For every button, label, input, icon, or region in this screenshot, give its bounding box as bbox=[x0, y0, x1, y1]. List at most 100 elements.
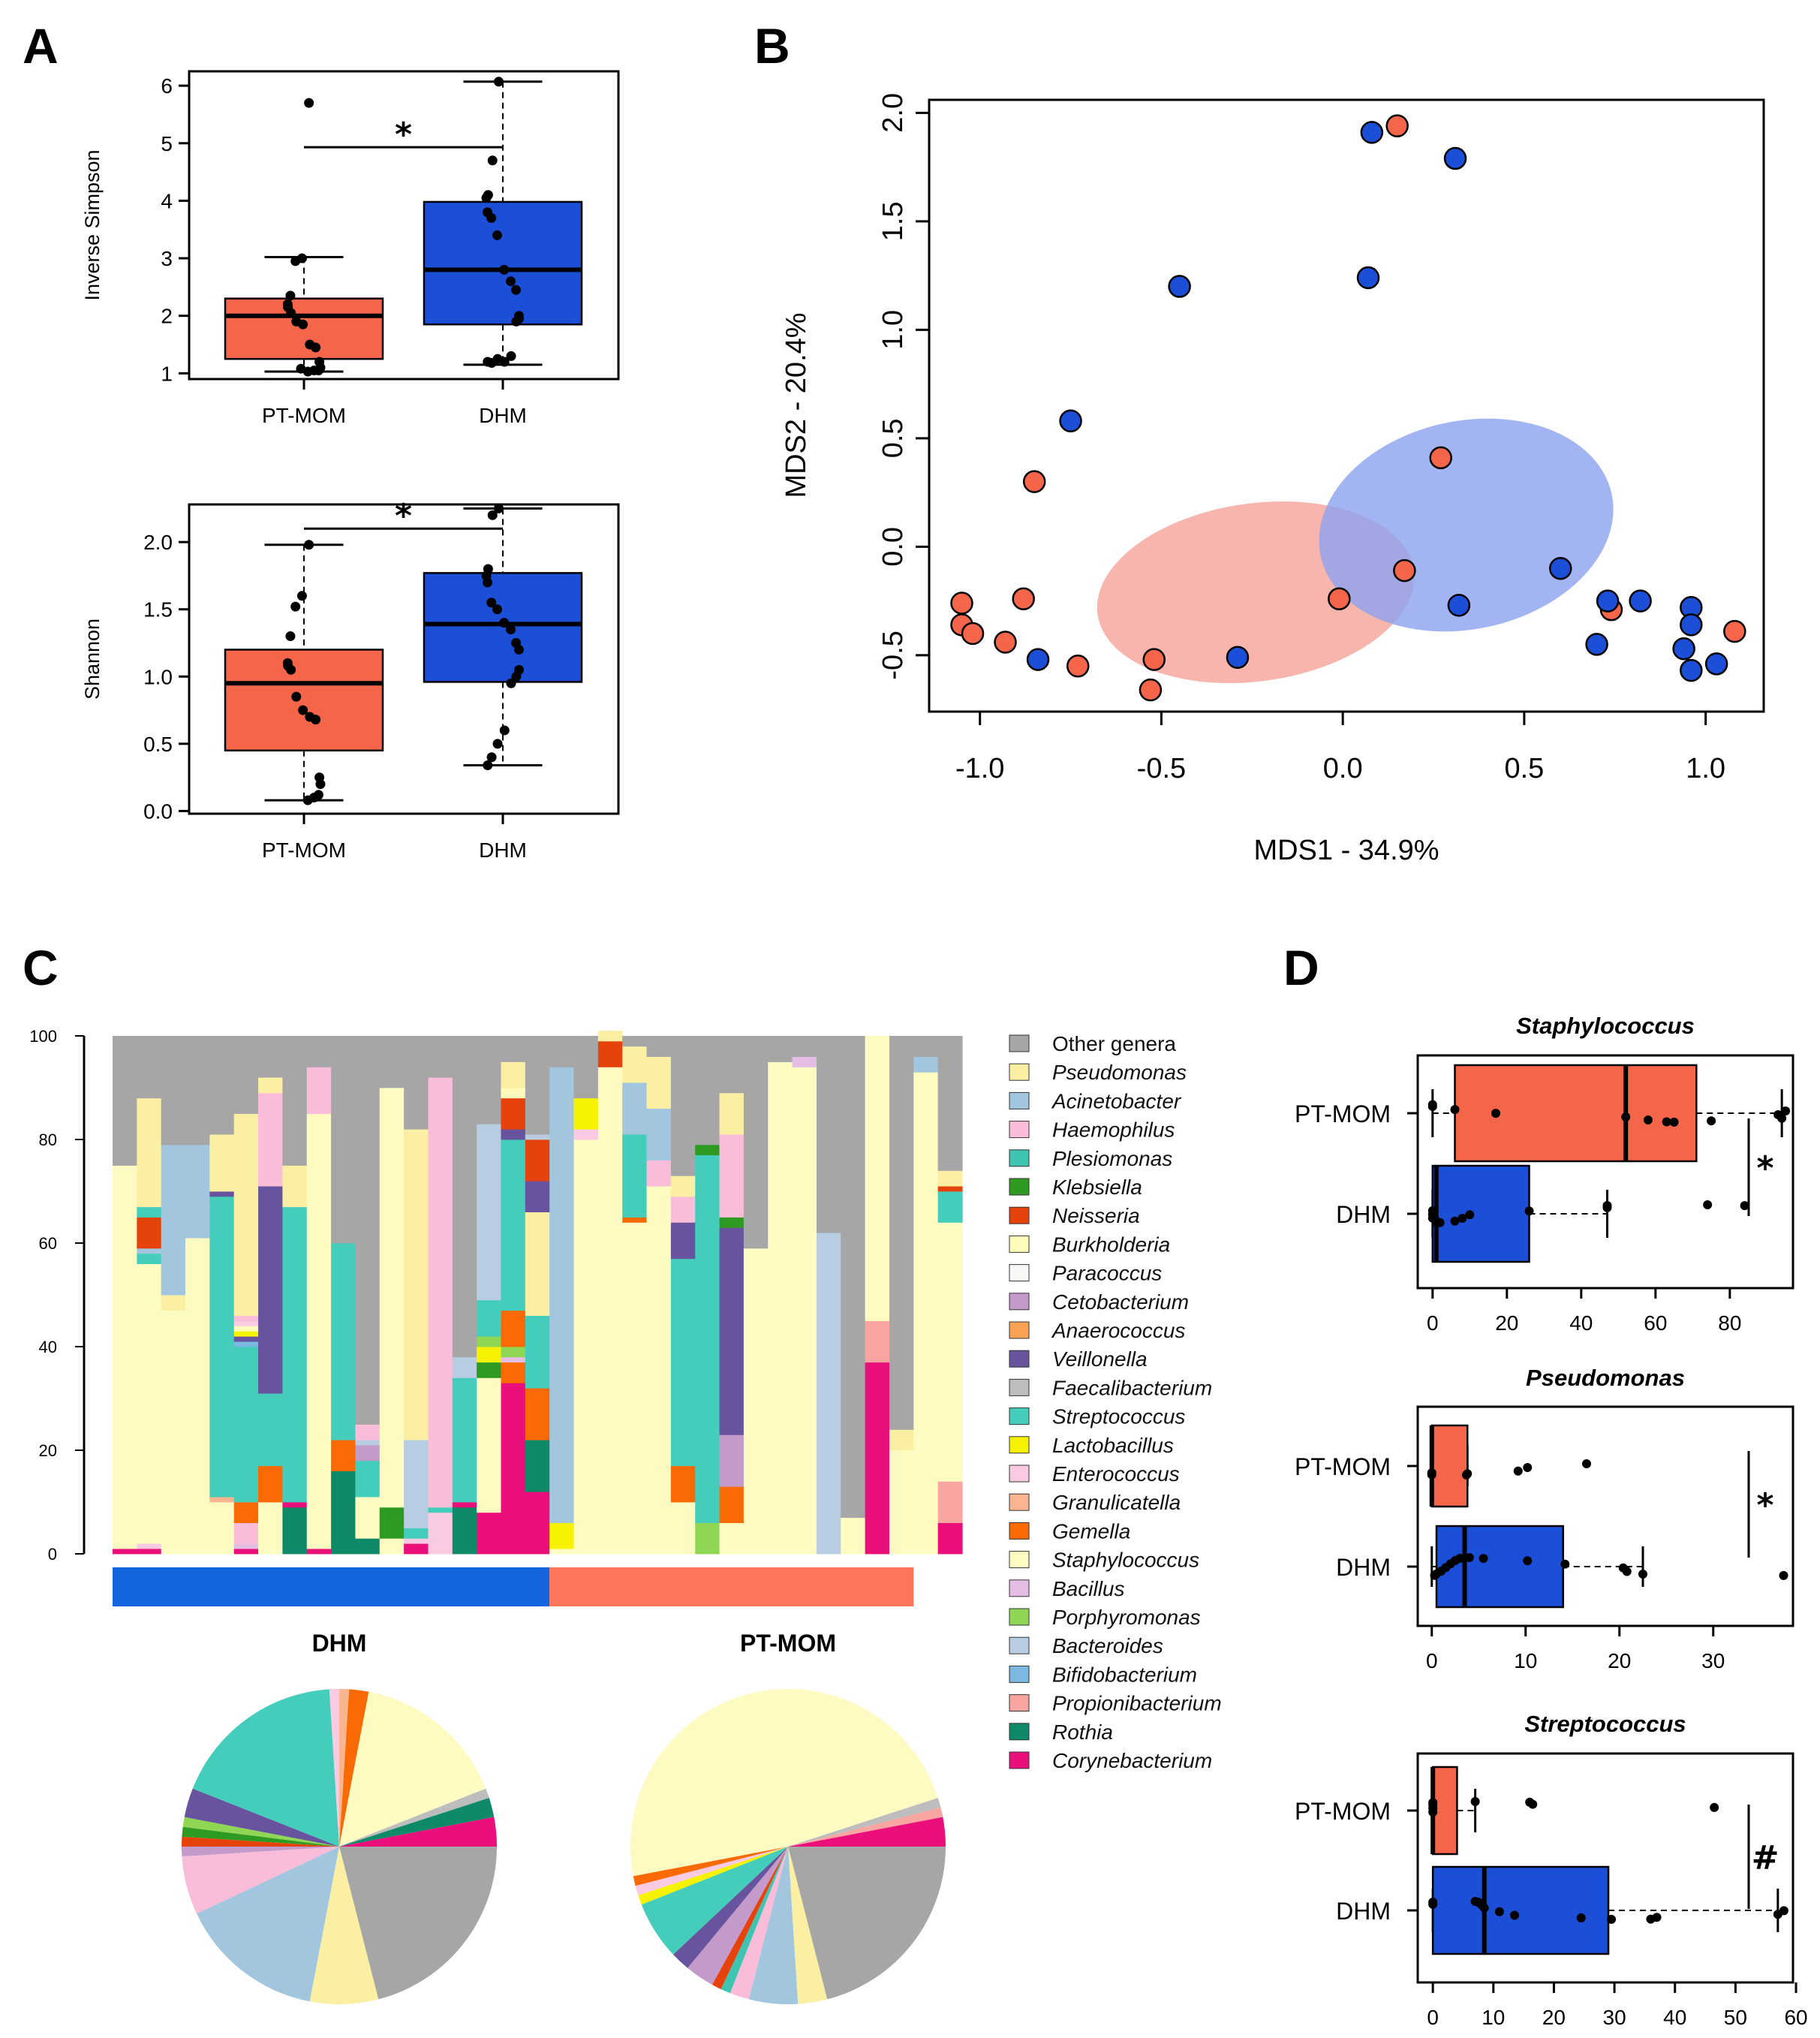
bar-sample bbox=[816, 1036, 841, 1555]
bar-sample bbox=[768, 1036, 793, 1555]
bar-sample bbox=[113, 1036, 137, 1555]
x-tick-label: 50 bbox=[1724, 2006, 1747, 2029]
data-point bbox=[285, 631, 296, 642]
legend-item: Enterococcus bbox=[1009, 1462, 1180, 1486]
legend-item: Lactobacillus bbox=[1009, 1434, 1174, 1457]
bar-segment-other-genera bbox=[743, 1036, 769, 1249]
data-point bbox=[298, 319, 308, 330]
legend-item: Other genera bbox=[1009, 1032, 1176, 1055]
data-point bbox=[1458, 1214, 1467, 1224]
bar-segment-staphylococcus bbox=[937, 1222, 963, 1482]
group-strip bbox=[113, 1567, 914, 1606]
y-tick-label: 2 bbox=[161, 305, 173, 328]
x-tick-label: 80 bbox=[1718, 1311, 1741, 1335]
bar-segment-acinetobacter bbox=[137, 1248, 162, 1254]
legend-swatch bbox=[1009, 1034, 1030, 1052]
bar-segment-bacillus bbox=[233, 1543, 259, 1549]
bar-segment-streptococcus bbox=[477, 1299, 502, 1337]
bar-segment-pseudomonas bbox=[137, 1097, 162, 1208]
bar-segment-bacteroides bbox=[355, 1440, 381, 1446]
bar-segment-klebsiella bbox=[477, 1362, 502, 1378]
bar-segment-staphylococcus bbox=[379, 1538, 405, 1555]
bar-segment-acinetobacter bbox=[646, 1108, 672, 1160]
legend-item: Bacillus bbox=[1009, 1577, 1124, 1600]
bar-segment-pseudomonas bbox=[525, 1212, 550, 1316]
x-axis: PT-MOM DHM bbox=[262, 814, 527, 862]
y-tick-label: PT-MOM bbox=[1295, 1100, 1391, 1127]
bar-segment-haemophilus bbox=[258, 1092, 283, 1187]
legend-label: Staphylococcus bbox=[1052, 1549, 1199, 1572]
legend-swatch bbox=[1009, 1579, 1030, 1597]
bar-sample bbox=[622, 1036, 648, 1555]
bar-segment-bacteroides bbox=[816, 1233, 841, 1555]
pie-slice-veillonella bbox=[672, 1847, 788, 1968]
data-point bbox=[1491, 1109, 1500, 1118]
data-point bbox=[1643, 1115, 1653, 1125]
legend-label: Pseudomonas bbox=[1052, 1061, 1187, 1084]
bar-segment-lactobacillus bbox=[477, 1347, 502, 1363]
data-point bbox=[1479, 1554, 1488, 1564]
point-pt-mom bbox=[1012, 587, 1035, 610]
data-point bbox=[486, 598, 497, 608]
bar-segment-lactobacillus bbox=[573, 1097, 599, 1130]
legend-swatch bbox=[1009, 1665, 1030, 1683]
genus-composition: 0 20 40 60 80 100 DHM PT-MOM Other genera Pseud… bbox=[29, 1027, 1222, 2005]
legend-item: Plesiomonas bbox=[1009, 1147, 1172, 1170]
iqr-box bbox=[1454, 1064, 1698, 1163]
chart-title: Pseudomonas bbox=[1526, 1365, 1685, 1391]
bar-segment-enterococcus bbox=[233, 1320, 259, 1326]
boxes bbox=[1427, 1064, 1791, 1263]
data-point bbox=[1582, 1459, 1591, 1468]
point-pt-mom bbox=[1385, 114, 1409, 137]
box-pt-mom bbox=[1427, 1064, 1791, 1163]
bar-segment-propionibacterium bbox=[937, 1481, 963, 1523]
bar-segment-veillonella bbox=[209, 1191, 235, 1197]
data-point bbox=[1779, 1570, 1788, 1580]
pie-slice-porphyromonas bbox=[182, 1817, 339, 1847]
x-axis-title: MDS1 - 34.9% bbox=[1253, 835, 1439, 866]
y-axis: -0.5 0.0 0.5 1.0 1.5 2.0 bbox=[877, 93, 929, 680]
bar-segment-staphylococcus bbox=[768, 1061, 793, 1555]
legend-swatch bbox=[1009, 1121, 1030, 1139]
bar-segment-staphylococcus bbox=[258, 1502, 283, 1555]
bar-segment-other-genera bbox=[428, 1036, 453, 1078]
point-dhm bbox=[1549, 557, 1572, 580]
legend-swatch bbox=[1009, 1378, 1030, 1396]
pie-slice-haemophilus bbox=[730, 1847, 788, 2000]
data-point bbox=[1427, 1102, 1437, 1112]
bar-segment-veillonella bbox=[719, 1227, 745, 1435]
data-point bbox=[506, 678, 516, 688]
data-point bbox=[1455, 1553, 1465, 1563]
bar-sample bbox=[792, 1036, 817, 1555]
bar-segment-staphylococcus bbox=[355, 1497, 381, 1539]
y-tick-label: 80 bbox=[39, 1130, 57, 1149]
legend-item: Paracoccus bbox=[1009, 1262, 1162, 1285]
bar-sample bbox=[695, 1036, 720, 1555]
legend-label: Plesiomonas bbox=[1052, 1147, 1172, 1170]
bar-segment-staphylococcus bbox=[209, 1502, 235, 1555]
mds-scatter: -1.0 -0.5 0.0 0.5 1.0 -0.5 0.0 0.5 1.0 1.5 2.0 MD… bbox=[781, 93, 1765, 866]
y-tick-label: 60 bbox=[39, 1234, 57, 1253]
point-dhm bbox=[1680, 658, 1703, 682]
x-tick-label: PT-MOM bbox=[262, 838, 346, 862]
bar-segment-gemella bbox=[719, 1486, 745, 1523]
y-tick-label: 1.5 bbox=[877, 201, 909, 241]
bar-segment-propionibacterium bbox=[865, 1320, 890, 1363]
y-axis: PT-MOM DHM bbox=[1295, 1453, 1418, 1581]
shannon-boxplot: Shannon 0.0 0.5 1.0 1.5 2.0 PT-MOM DHM * bbox=[81, 497, 620, 862]
x-tick-label: 20 bbox=[1495, 1311, 1518, 1335]
bar-segment-enterococcus bbox=[428, 1512, 453, 1555]
x-axis: 0 10 20 30 bbox=[1426, 1626, 1725, 1672]
bar-segment-pseudomonas bbox=[501, 1061, 526, 1088]
data-point bbox=[1464, 1553, 1474, 1563]
boxes bbox=[224, 77, 583, 377]
bar-segment-other-genera bbox=[549, 1036, 575, 1067]
y-tick-label: PT-MOM bbox=[1295, 1798, 1391, 1825]
pie-slice-klebsiella bbox=[182, 1826, 339, 1847]
point-dhm bbox=[1585, 633, 1608, 656]
plot-frame bbox=[188, 503, 620, 815]
data-point bbox=[286, 664, 296, 675]
boxes bbox=[1427, 1424, 1788, 1609]
data-point bbox=[1450, 1105, 1460, 1115]
